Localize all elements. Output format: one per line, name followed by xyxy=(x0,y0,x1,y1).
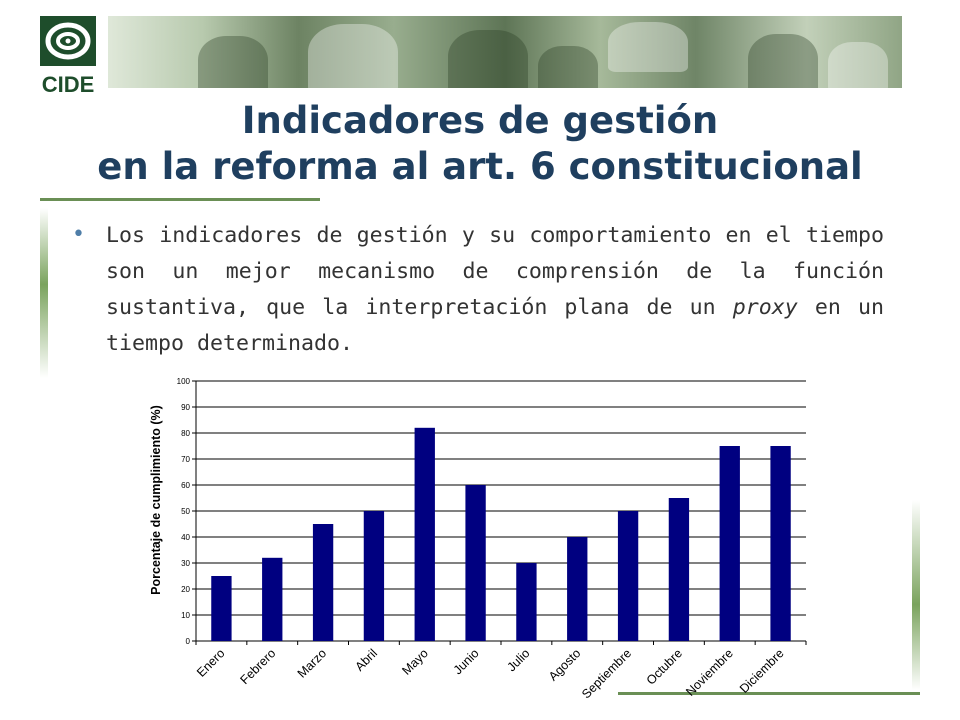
bar-marzo xyxy=(312,524,334,641)
slide-title: Indicadores de gestión en la reforma al … xyxy=(40,98,920,190)
bar-junio xyxy=(465,485,486,641)
bar-julio xyxy=(516,563,537,641)
right-accent-bar xyxy=(912,500,920,690)
y-tick-label: 40 xyxy=(181,533,190,542)
y-tick-label: 70 xyxy=(181,455,190,464)
bar-octubre xyxy=(668,498,690,641)
x-tick-label: Julio xyxy=(504,646,532,674)
logo-text: CIDE xyxy=(42,72,95,96)
bar-mayo xyxy=(414,427,435,641)
x-tick-label: Abril xyxy=(352,646,380,674)
left-accent-bar xyxy=(40,208,48,378)
y-tick-label: 20 xyxy=(181,585,190,594)
bullet-text-end: en un tiempo determinado. xyxy=(106,295,884,356)
bullet-paragraph: Los indicadores de gestión y su comporta… xyxy=(106,218,884,362)
title-underline xyxy=(40,198,320,201)
bar-enero xyxy=(211,576,232,641)
bottom-accent-line xyxy=(618,692,920,695)
bullet-text-italic: proxy xyxy=(732,295,798,320)
x-tick-label: Agosto xyxy=(546,646,583,683)
chart-bars xyxy=(211,427,791,641)
bullet-point-icon: • xyxy=(72,222,85,247)
x-tick-label: Febrero xyxy=(238,646,279,687)
x-tick-label: Junio xyxy=(451,646,482,677)
x-tick-label: Mayo xyxy=(399,646,431,678)
x-tick-label: Marzo xyxy=(295,646,329,680)
y-tick-label: 10 xyxy=(181,611,190,620)
y-axis-label: Porcentaje de cumplimiento (%) xyxy=(149,405,163,595)
header-photo-banner xyxy=(108,16,902,88)
bar-agosto xyxy=(567,537,588,641)
bar-diciembre xyxy=(770,446,791,641)
y-tick-label: 100 xyxy=(177,377,191,386)
y-tick-label: 50 xyxy=(181,507,190,516)
x-tick-label: Noviembre xyxy=(683,646,736,699)
chart-x-ticks: Enero Febrero Marzo Abril Mayo Junio Julio Agos… xyxy=(194,641,807,701)
y-tick-label: 30 xyxy=(181,559,190,568)
title-line-2: en la reforma al art. 6 constitucional xyxy=(97,145,863,188)
y-tick-label: 80 xyxy=(181,429,190,438)
x-tick-label: Octubre xyxy=(644,646,685,687)
x-tick-label: Enero xyxy=(194,646,228,680)
y-tick-label: 0 xyxy=(186,637,191,646)
bar-febrero xyxy=(262,557,283,641)
y-tick-label: 60 xyxy=(181,481,190,490)
x-tick-label: Diciembre xyxy=(737,646,787,696)
cide-logo: CIDE xyxy=(40,16,96,96)
title-line-1: Indicadores de gestión xyxy=(241,99,719,142)
bar-noviembre xyxy=(719,446,740,641)
chart-y-ticks: 0 10 20 30 40 50 60 70 80 90 100 xyxy=(177,377,196,646)
bullet-text-start: Los indicadores de gestión y su comporta… xyxy=(106,223,884,320)
bar-abril xyxy=(363,511,385,641)
bar-septiembre xyxy=(617,511,639,641)
y-tick-label: 90 xyxy=(181,403,190,412)
x-tick-label: Septiembre xyxy=(579,646,634,701)
chart-grid xyxy=(195,380,806,642)
